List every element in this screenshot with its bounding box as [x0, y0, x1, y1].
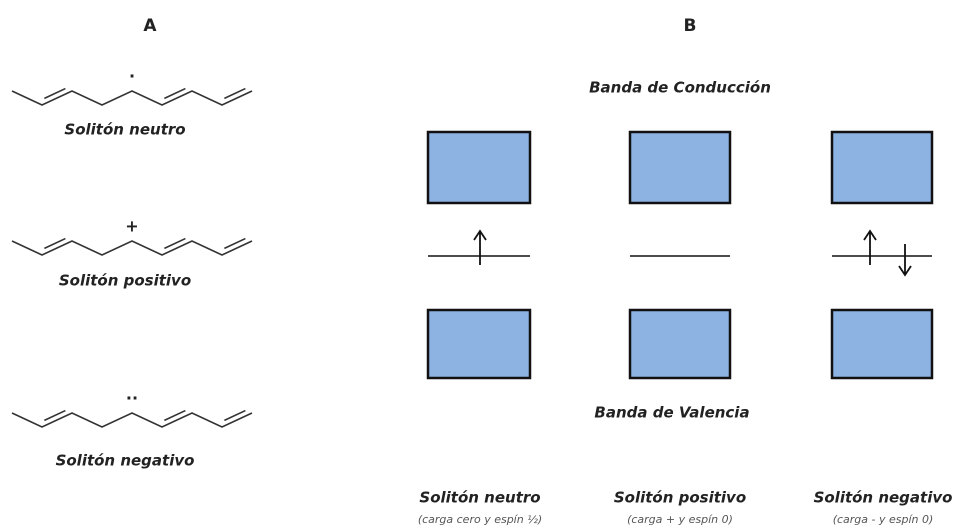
- conduction-box: [426, 130, 532, 205]
- double-bond: [224, 87, 246, 100]
- spin-up: [863, 229, 877, 265]
- conduction-box: [830, 130, 934, 205]
- charge-symbol: ·: [129, 67, 135, 86]
- charge-symbol: +: [125, 217, 138, 236]
- double-bond: [164, 87, 186, 100]
- band-label: Banda de Conducción: [589, 79, 771, 97]
- spin-up: [473, 229, 487, 265]
- molecule-label: Solitón neutro: [64, 121, 185, 139]
- molecule-label: Solitón negativo: [56, 452, 195, 470]
- double-bond: [44, 87, 66, 100]
- double-bond: [224, 409, 246, 422]
- polymer-chain: [11, 90, 253, 106]
- soliton-note: (carga - y espín 0): [833, 513, 934, 526]
- bands: [426, 130, 934, 380]
- valence-box: [830, 308, 934, 380]
- soliton-name: Solitón neutro: [419, 489, 540, 507]
- spin-down: [898, 244, 912, 277]
- polymer-chain: [11, 412, 253, 428]
- double-bond: [44, 409, 66, 422]
- soliton-name: Solitón negativo: [814, 489, 953, 507]
- double-bond: [224, 237, 246, 250]
- double-bond: [44, 237, 66, 250]
- valence-box: [628, 308, 732, 380]
- double-bond: [164, 237, 186, 250]
- panel-label: A: [143, 16, 157, 36]
- band-label: Banda de Valencia: [594, 404, 749, 422]
- soliton-note: (carga cero y espín ½): [418, 513, 542, 526]
- polymer-chain: [11, 240, 253, 256]
- double-bond: [164, 409, 186, 422]
- molecule-label: Solitón positivo: [59, 272, 191, 290]
- conduction-box: [628, 130, 732, 205]
- soliton-name: Solitón positivo: [614, 489, 746, 507]
- valence-box: [426, 308, 532, 380]
- soliton-note: (carga + y espín 0): [627, 513, 733, 526]
- panel-label: B: [684, 16, 697, 36]
- charge-symbol: ··: [126, 389, 138, 408]
